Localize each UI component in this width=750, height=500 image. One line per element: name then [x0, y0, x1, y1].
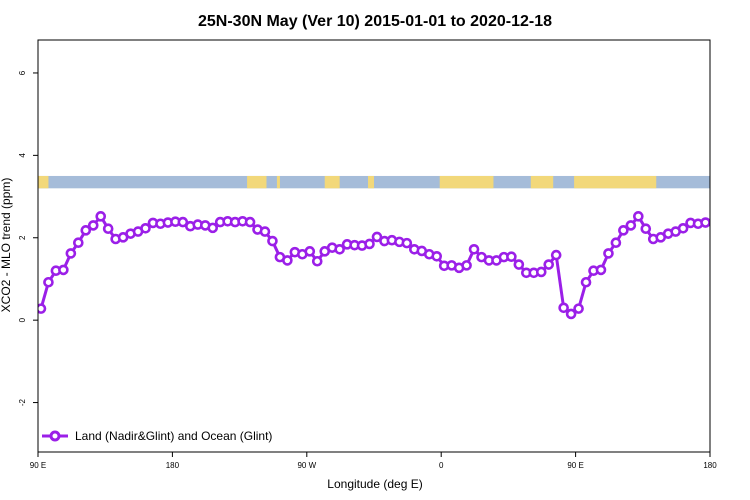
y-axis-label: XCO2 - MLO trend (ppm): [0, 178, 13, 313]
map-land: [324, 175, 340, 189]
data-point: [334, 243, 345, 255]
data-point: [461, 260, 472, 271]
data-point: [506, 251, 517, 263]
data-point: [580, 276, 592, 288]
x-axis-label: Longitude (deg E): [327, 477, 422, 491]
plot-frame: [37, 39, 711, 453]
data-point: [677, 222, 689, 234]
data-point: [364, 238, 375, 250]
legend-marker: [49, 430, 61, 442]
data-point: [603, 248, 614, 259]
x-tick-label: 90 E: [567, 461, 583, 470]
data-point: [73, 237, 84, 249]
y-tick-label: 4: [18, 153, 27, 158]
data-point: [535, 266, 547, 278]
x-ticks: 90 E 180 90 W 0 90 E 180: [30, 452, 717, 470]
legend-label: Land (Nadir&Glint) and Ocean (Glint): [75, 429, 272, 443]
y-tick-label: 6: [18, 70, 27, 75]
data-point: [177, 216, 189, 228]
data-point: [304, 246, 316, 257]
y-tick-label: 0: [18, 317, 27, 322]
map-land: [530, 175, 554, 189]
x-tick-label: 0: [439, 461, 444, 470]
map-land: [276, 175, 280, 189]
data-point: [58, 264, 69, 276]
x-tick-label: 180: [703, 461, 717, 470]
data-point: [311, 255, 323, 267]
data-point: [618, 225, 629, 236]
map-land: [439, 175, 494, 189]
data-point: [558, 302, 569, 314]
series-layer: [38, 211, 710, 320]
data-point: [43, 276, 54, 288]
data-point: [610, 237, 622, 249]
data-point: [401, 237, 413, 249]
data-point: [513, 259, 525, 270]
data-point: [140, 222, 151, 234]
map-land: [368, 175, 374, 189]
data-point: [565, 308, 577, 320]
data-point: [573, 303, 584, 314]
data-point: [38, 303, 47, 314]
map-land: [247, 175, 267, 189]
data-point: [371, 231, 383, 243]
data-point: [259, 226, 271, 237]
x-tick-label: 90 E: [30, 461, 46, 470]
data-point: [431, 250, 443, 262]
data-point: [700, 217, 710, 228]
chart-title: 25N-30N May (Ver 10) 2015-01-01 to 2020-…: [198, 13, 552, 30]
x-tick-label: 90 W: [297, 461, 316, 470]
y-ticks: -2 0 2 4 6: [18, 70, 38, 406]
data-point: [625, 220, 637, 231]
y-tick-label: -2: [18, 398, 27, 406]
data-point: [102, 223, 114, 234]
data-point: [207, 222, 219, 234]
map-land: [574, 175, 657, 189]
data-point: [640, 223, 652, 234]
y-tick-label: 2: [18, 235, 27, 240]
data-point: [95, 211, 107, 222]
data-point: [595, 264, 607, 276]
data-point: [543, 259, 555, 270]
data-point: [80, 225, 92, 236]
data-point: [267, 235, 278, 247]
map-strip: [38, 175, 710, 189]
map-land: [38, 175, 49, 189]
data-point: [65, 248, 77, 259]
data-point: [468, 243, 480, 255]
data-point: [87, 220, 99, 231]
x-tick-label: 180: [166, 461, 180, 470]
legend: Land (Nadir&Glint) and Ocean (Glint): [42, 429, 272, 443]
data-point: [550, 249, 562, 261]
data-point: [244, 216, 256, 228]
data-point: [282, 255, 293, 266]
data-point: [633, 211, 644, 222]
